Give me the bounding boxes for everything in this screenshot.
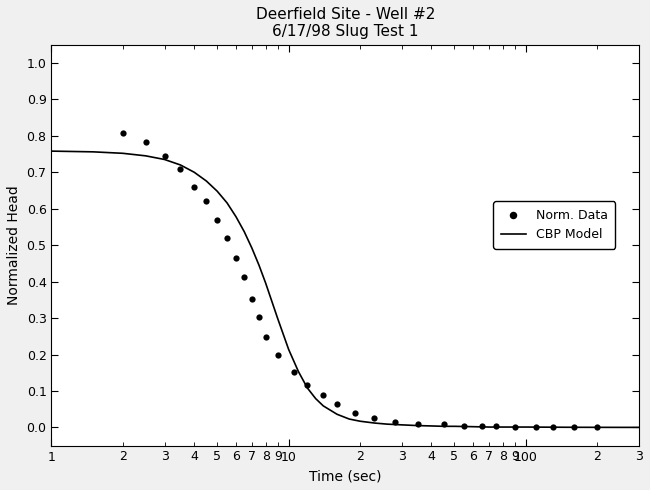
CBP Model	[190, 170, 198, 175]
CBP Model	[202, 178, 210, 184]
CBP Model	[255, 262, 263, 268]
Norm. Data	[255, 314, 263, 320]
Norm. Data	[319, 392, 327, 397]
CBP Model	[248, 245, 256, 251]
Norm. Data	[190, 184, 198, 190]
CBP Model	[486, 424, 493, 430]
Norm. Data	[532, 424, 539, 430]
Norm. Data	[240, 274, 248, 280]
CBP Model	[635, 424, 643, 430]
Norm. Data	[213, 217, 221, 222]
X-axis label: Time (sec): Time (sec)	[309, 469, 382, 483]
CBP Model	[440, 423, 448, 429]
CBP Model	[161, 157, 168, 163]
CBP Model	[274, 316, 281, 322]
CBP Model	[616, 424, 624, 430]
Line: Norm. Data: Norm. Data	[120, 130, 601, 430]
Norm. Data	[571, 424, 578, 430]
CBP Model	[240, 229, 248, 235]
Norm. Data	[202, 198, 210, 204]
Norm. Data	[511, 424, 519, 430]
Norm. Data	[333, 401, 341, 407]
CBP Model	[541, 424, 549, 430]
Title: Deerfield Site - Well #2
6/17/98 Slug Test 1: Deerfield Site - Well #2 6/17/98 Slug Te…	[255, 7, 435, 39]
Norm. Data	[440, 421, 448, 427]
Norm. Data	[161, 153, 168, 159]
CBP Model	[522, 424, 530, 430]
CBP Model	[89, 149, 97, 155]
Norm. Data	[232, 255, 240, 261]
CBP Model	[304, 385, 311, 391]
CBP Model	[345, 416, 353, 422]
CBP Model	[312, 396, 320, 402]
Norm. Data	[460, 423, 468, 429]
Norm. Data	[262, 335, 270, 341]
CBP Model	[450, 423, 458, 429]
CBP Model	[370, 420, 378, 426]
Norm. Data	[391, 419, 398, 425]
CBP Model	[213, 188, 221, 194]
Norm. Data	[248, 296, 256, 302]
Norm. Data	[414, 421, 422, 427]
CBP Model	[564, 424, 571, 430]
Norm. Data	[142, 140, 150, 146]
Line: CBP Model: CBP Model	[51, 151, 639, 427]
CBP Model	[232, 214, 240, 220]
CBP Model	[469, 424, 477, 430]
Norm. Data	[351, 410, 359, 416]
Y-axis label: Normalized Head: Normalized Head	[7, 185, 21, 305]
CBP Model	[47, 148, 55, 154]
CBP Model	[294, 368, 302, 374]
CBP Model	[285, 346, 292, 352]
CBP Model	[398, 422, 406, 428]
CBP Model	[414, 423, 422, 429]
Norm. Data	[549, 424, 557, 430]
Norm. Data	[370, 416, 378, 421]
CBP Model	[428, 423, 436, 429]
CBP Model	[119, 150, 127, 156]
Norm. Data	[119, 130, 127, 136]
Norm. Data	[304, 383, 311, 389]
Norm. Data	[177, 166, 185, 171]
CBP Model	[356, 418, 364, 424]
Legend: Norm. Data, CBP Model: Norm. Data, CBP Model	[493, 201, 616, 249]
CBP Model	[142, 153, 150, 159]
Norm. Data	[593, 424, 601, 430]
Norm. Data	[290, 368, 298, 374]
CBP Model	[223, 200, 231, 206]
CBP Model	[262, 280, 270, 286]
CBP Model	[177, 162, 185, 168]
CBP Model	[593, 424, 601, 430]
CBP Model	[499, 424, 507, 430]
Norm. Data	[223, 235, 231, 241]
CBP Model	[319, 403, 327, 409]
CBP Model	[333, 411, 341, 417]
Norm. Data	[492, 423, 500, 429]
Norm. Data	[274, 351, 281, 357]
Norm. Data	[478, 423, 486, 429]
CBP Model	[384, 421, 391, 427]
